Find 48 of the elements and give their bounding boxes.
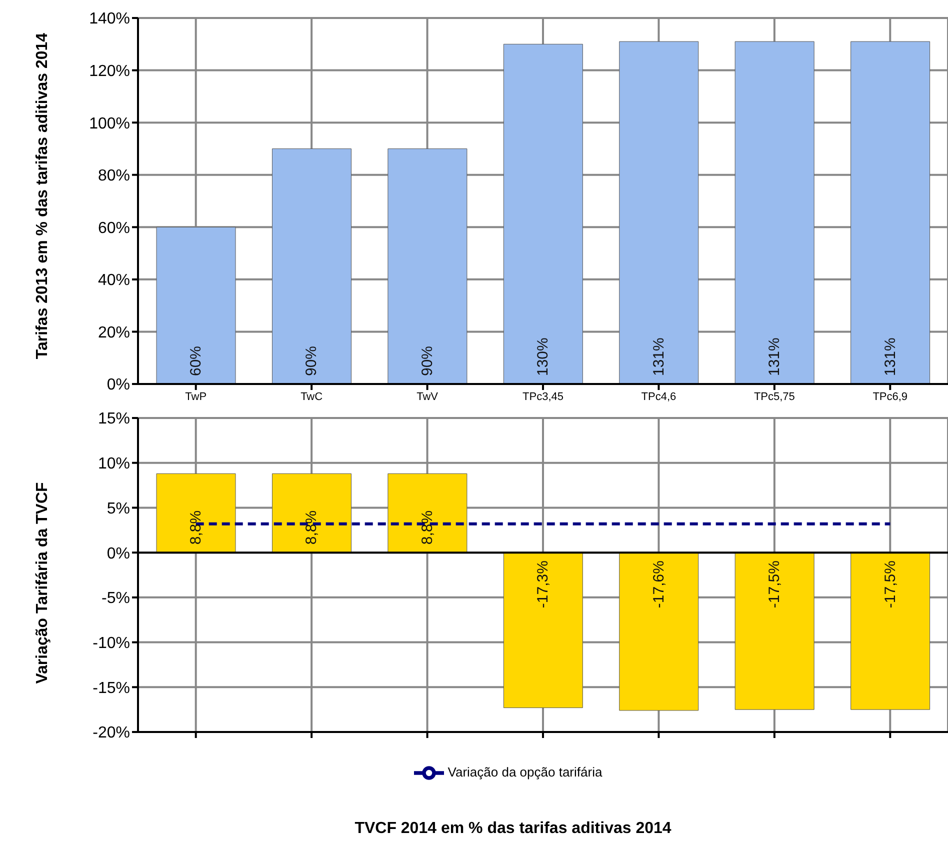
data-label: 130% — [534, 338, 552, 376]
data-label: 8,8% — [418, 510, 436, 545]
x-tick-label: TPc3,45 — [522, 390, 564, 403]
y-axis-title: Tarifas 2013 em % das tarifas aditivas 2014 — [34, 32, 52, 361]
y-tick-label: 140% — [89, 10, 130, 28]
y-tick-label: 80% — [98, 168, 130, 185]
bar — [734, 41, 814, 384]
x-tick-label: TwC — [300, 390, 323, 403]
y-tick-label: 100% — [89, 115, 130, 132]
x-tick-label: TwP — [185, 390, 207, 403]
data-label: 131% — [882, 338, 899, 376]
bar — [503, 44, 583, 384]
bar — [850, 41, 930, 384]
data-label: 131% — [766, 338, 784, 376]
data-label: -17,3% — [534, 560, 552, 608]
data-label: 8,8% — [188, 510, 205, 545]
data-label: -17,5% — [766, 560, 784, 608]
y-tick-label: 20% — [98, 324, 130, 342]
legend-label: Variação da opção tarifária — [448, 764, 602, 780]
data-label: 90% — [303, 346, 320, 376]
bar — [156, 226, 236, 384]
x-axis-title: TVCF 2014 em % das tarifas aditivas 2014 — [354, 820, 672, 838]
bar — [619, 41, 699, 384]
data-label: -17,5% — [882, 560, 899, 608]
bar — [272, 148, 352, 384]
data-label: 131% — [650, 338, 668, 376]
data-label: -17,6% — [650, 560, 668, 608]
y-tick-label: -10% — [92, 634, 130, 652]
y-tick-label: 0% — [106, 545, 130, 562]
y-tick-label: 10% — [98, 456, 130, 473]
y-tick-label: -20% — [92, 724, 130, 742]
data-label: 60% — [188, 346, 205, 376]
bar — [388, 148, 468, 384]
x-tick-label: TPc4,6 — [641, 390, 676, 403]
y-tick-label: 40% — [98, 272, 130, 290]
y-tick-label: -5% — [102, 590, 130, 608]
y-tick-label: 60% — [98, 220, 130, 237]
y-tick-label: 5% — [106, 500, 130, 518]
x-tick-label: TPc6,9 — [872, 390, 908, 403]
x-tick-label: TPc5,75 — [754, 390, 795, 403]
data-label: 8,8% — [303, 510, 320, 545]
y-tick-label: 120% — [89, 62, 130, 80]
y-axis-title: Variação Tarifária da TVCF — [34, 481, 52, 686]
y-tick-label: -15% — [92, 680, 130, 697]
data-label: 90% — [418, 346, 436, 376]
x-tick-label: TwV — [416, 390, 439, 403]
y-tick-label: 15% — [98, 410, 130, 428]
y-tick-label: 0% — [106, 376, 130, 394]
